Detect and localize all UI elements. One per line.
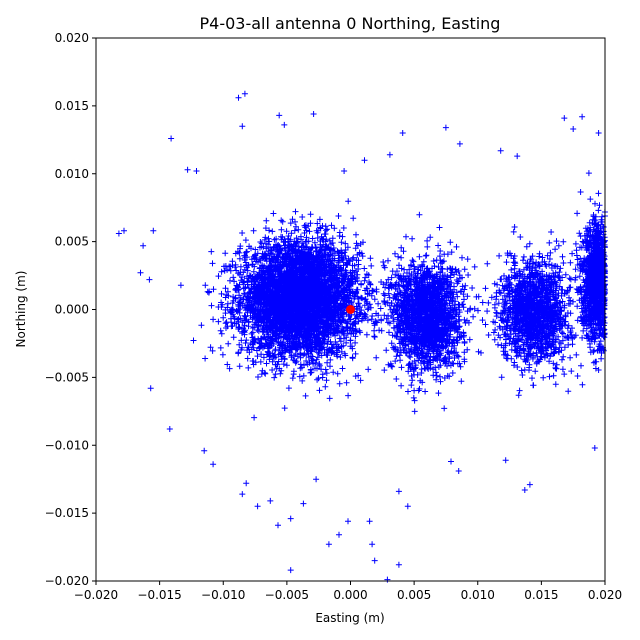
y-tick-label: 0.010: [55, 167, 89, 181]
x-tick-label: 0.015: [524, 588, 558, 602]
x-tick-label: −0.020: [74, 588, 118, 602]
x-tick-label: 0.010: [461, 588, 495, 602]
y-tick-label: −0.020: [45, 574, 89, 588]
x-tick-label: −0.015: [137, 588, 181, 602]
x-tick-label: 0.000: [333, 588, 367, 602]
x-tick-label: −0.010: [201, 588, 245, 602]
y-tick-label: −0.005: [45, 370, 89, 384]
x-tick-label: −0.005: [265, 588, 309, 602]
y-tick-label: 0.015: [55, 99, 89, 113]
y-tick-label: 0.005: [55, 235, 89, 249]
x-axis-label: Easting (m): [315, 611, 384, 625]
x-tick-label: 0.005: [397, 588, 431, 602]
chart-title: P4-03-all antenna 0 Northing, Easting: [200, 14, 501, 33]
y-tick-label: −0.010: [45, 438, 89, 452]
x-tick-label: 0.020: [588, 588, 622, 602]
reference-point: [346, 305, 355, 314]
y-axis-label: Northing (m): [14, 271, 28, 348]
y-tick-label: −0.015: [45, 506, 89, 520]
y-axis: −0.020 −0.015 −0.010 −0.005 0.000 0.005 0.010 0…: [45, 31, 96, 588]
x-axis: −0.020 −0.015 −0.010 −0.005 0.000 0.005 0.010 0…: [74, 581, 622, 602]
y-tick-label: 0.020: [55, 31, 89, 45]
y-tick-label: 0.000: [55, 303, 89, 317]
